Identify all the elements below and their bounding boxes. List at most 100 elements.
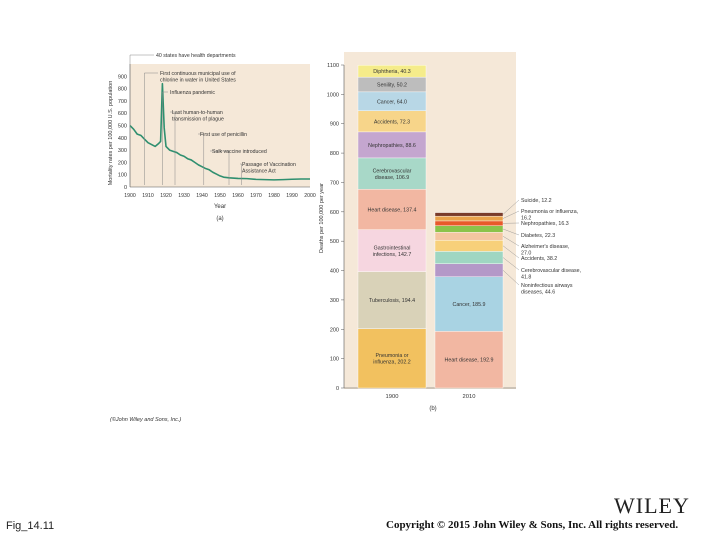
stacked-bar-segment — [357, 271, 427, 329]
segment-data-label: Tuberculosis, 194.4 — [369, 298, 415, 304]
stacked-bar-segment — [434, 251, 504, 264]
segment-callout-label: Alzheimer's disease, — [521, 244, 569, 250]
panel-a-x-tick-label: 1900 — [124, 193, 136, 199]
panel-a-annotation-text: Salk vaccine introduced — [212, 149, 267, 155]
panel-a-y-tick-label: 300 — [118, 148, 127, 154]
panel-a-x-tick-label: 1980 — [268, 193, 280, 199]
segment-callout-line — [502, 270, 520, 286]
segment-data-label: Heart disease, 192.9 — [445, 358, 494, 364]
panel-b-y-tick-label: 800 — [330, 151, 339, 157]
segment-callout-line — [502, 210, 520, 219]
panel-b-y-tick-label: 0 — [336, 386, 339, 392]
segment-callout-label: Nephropathies, 16.3 — [521, 221, 569, 227]
segment-callout-label: Accidents, 38.2 — [521, 256, 557, 262]
panel-a-x-tick-label: 1950 — [214, 193, 226, 199]
panel-a-ylabel: Mortality rates per 100,000 U.S. populat… — [108, 81, 114, 186]
segment-data-label: infections, 142.7 — [373, 252, 412, 258]
segment-callout-line — [502, 245, 520, 259]
copyright-notice: Copyright © 2015 John Wiley & Sons, Inc.… — [386, 519, 679, 531]
segment-callout-line — [502, 257, 520, 271]
panel-a-annotation-text: Influenza pandemic — [170, 90, 215, 96]
panel-a-y-tick-label: 0 — [124, 185, 127, 191]
segment-callout-label: 41.8 — [521, 275, 531, 281]
segment-callout-label: Diabetes, 22.3 — [521, 233, 555, 239]
segment-callout-line — [502, 236, 520, 247]
stacked-bar-segment — [357, 229, 427, 272]
segment-data-label: Cerebrovascular — [373, 168, 412, 174]
segment-data-label: Diphtheria, 40.3 — [373, 69, 410, 75]
publisher-logo: WILEY — [614, 493, 690, 518]
segment-callout-label: 27.0 — [521, 251, 531, 257]
segment-data-label: Senility, 50.2 — [377, 82, 407, 88]
stacked-bar-segment — [434, 331, 504, 389]
stacked-bar-segment — [434, 212, 504, 217]
segment-data-label: Gastrointestinal — [374, 245, 411, 251]
segment-data-label: influenza, 202.2 — [373, 360, 410, 366]
segment-data-label: Pneumonia or — [376, 353, 409, 359]
stacked-bar-segment — [357, 157, 427, 190]
panel-a-background — [130, 64, 310, 187]
segment-callout-label: diseases, 44.6 — [521, 290, 555, 296]
panel-b-y-tick-label: 1100 — [327, 63, 339, 69]
segment-data-label: Cancer, 64.0 — [377, 99, 407, 105]
panel-a-x-tick-label: 1970 — [250, 193, 262, 199]
panel-a-plot: 0 100 200 300 400 500 600 700 800 900 1900 1910 1920… — [118, 53, 316, 199]
segment-data-label: disease, 106.9 — [375, 175, 410, 181]
panel-a-y-tick-label: 400 — [118, 136, 127, 142]
stacked-bar-segment — [434, 276, 504, 332]
panel-a-annotation-text: First continuous municipal use of — [160, 71, 236, 77]
panel-b-y-tick-label: 400 — [330, 269, 339, 275]
panel-a-annotation-text: chlorine in water in United States — [160, 78, 236, 84]
panel-b-y-tick-label: 500 — [330, 239, 339, 245]
panel-a-annotation-text: Last human-to-human — [172, 110, 223, 116]
stacked-bar-segment — [434, 263, 504, 277]
stacked-bar-segment — [434, 225, 504, 233]
panel-b-category-label: 2010 — [463, 394, 476, 400]
panel-a-y-tick-label: 900 — [118, 74, 127, 80]
panel-b-category-label: 1900 — [386, 394, 399, 400]
segment-callout-line — [502, 199, 520, 215]
panel-b-y-tick-label: 600 — [330, 210, 339, 216]
panel-b-y-tick-label: 900 — [330, 122, 339, 128]
panel-a-y-tick-label: 100 — [118, 173, 127, 179]
stacked-bar-segment — [357, 65, 427, 78]
stacked-bar-segment — [434, 215, 504, 222]
panel-b-y-tick-label: 100 — [330, 357, 339, 363]
panel-a-caption: (a) — [216, 216, 223, 222]
panel-a-x-tick-label: 1930 — [178, 193, 190, 199]
segment-data-label: Nephropathies, 88.6 — [368, 143, 416, 149]
panel-a-x-tick-label: 1920 — [160, 193, 172, 199]
panel-a-annotation-text: transmission of plague — [172, 117, 224, 123]
panel-a-annotation-text: Assistance Act — [242, 169, 276, 175]
stacked-bar-segment — [434, 239, 504, 252]
stacked-bar-segment — [434, 232, 504, 241]
panel-a-y-tick-label: 600 — [118, 111, 127, 117]
panel-b-ylabel: Deaths per 100,000 per year — [319, 183, 325, 253]
stacked-bar-segment — [357, 189, 427, 230]
segment-callout-label: Cerebrovascular disease, — [521, 268, 581, 274]
panel-a-annotation-text: First use of penicillin — [200, 132, 247, 138]
panel-a-annotation-text: Passage of Vaccination — [242, 162, 296, 168]
stacked-bar-segment — [434, 220, 504, 226]
panel-b-caption: (b) — [429, 406, 436, 412]
panel-a-y-tick-label: 500 — [118, 124, 127, 130]
panel-a-annotation-text: 40 states have health departments — [156, 53, 236, 59]
segment-callout-label: 16.2 — [521, 216, 531, 222]
panel-b-y-tick-label: 200 — [330, 327, 339, 333]
segment-callout-label: Noninfectious airways — [521, 283, 573, 289]
panel-a-y-tick-label: 800 — [118, 87, 127, 93]
segment-data-label: Accidents, 72.3 — [374, 119, 410, 125]
segment-callout-label: Suicide, 12.2 — [521, 198, 552, 204]
stacked-bar-segment — [357, 328, 427, 389]
panel-a-x-tick-label: 1940 — [196, 193, 208, 199]
segment-data-label: Heart disease, 137.4 — [368, 207, 417, 213]
panel-b-y-tick-label: 1000 — [327, 92, 339, 98]
panel-b-y-tick-label: 300 — [330, 298, 339, 304]
panel-a-x-tick-label: 1960 — [232, 193, 244, 199]
segment-callout-line — [502, 228, 520, 236]
panel-b-plot: 0 100 200 300 400 500 600 700 800 900 1000 1100 1900… — [327, 63, 581, 400]
segment-callout-label: Pneumonia or influenza, — [521, 209, 578, 215]
segment-data-label: Cancer, 185.9 — [453, 302, 486, 308]
panel-a-x-tick-label: 1990 — [286, 193, 298, 199]
